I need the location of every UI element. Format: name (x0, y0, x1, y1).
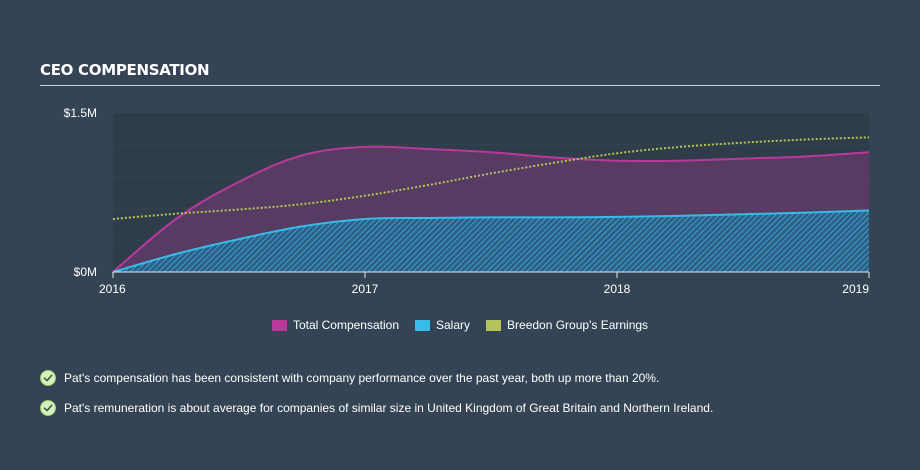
x-tick-label: 2016 (99, 282, 126, 296)
y-tick-label: $1.5M (64, 106, 97, 120)
x-tick-label: 2019 (842, 282, 869, 296)
legend-item-salary[interactable]: Salary (415, 318, 470, 332)
note-text: Pat's compensation has been consistent w… (64, 371, 660, 385)
salary-area (113, 210, 869, 272)
note-consistency: Pat's compensation has been consistent w… (40, 370, 659, 386)
legend-label-salary: Salary (436, 318, 471, 332)
title-divider (40, 85, 880, 86)
section-title: CEO COMPENSATION (40, 61, 210, 79)
legend-swatch-total-compensation (271, 319, 287, 331)
legend-item-total-compensation[interactable]: Total Compensation (271, 318, 399, 332)
legend-swatch-salary (415, 319, 430, 331)
salary-line (112, 209, 870, 273)
legend-label-total-compensation: Total Compensation (292, 318, 399, 332)
total-compensation-line (112, 145, 870, 273)
earnings-line (112, 136, 870, 220)
legend-label-earnings: Breedon Group's Earnings (507, 318, 649, 332)
legend-swatch-earnings (486, 319, 502, 331)
x-tick-label: 2017 (352, 282, 379, 296)
check-circle-icon (40, 400, 56, 416)
note-text: Pat's remuneration is about average for … (64, 401, 714, 415)
y-tick-label: $0M (74, 265, 97, 279)
ceo-compensation-chart: 2016 2017 2018 2019 $0M $1.5M (64, 106, 870, 296)
check-circle-icon (40, 370, 56, 386)
chart-legend: Total Compensation Salary Breedon Group'… (0, 318, 920, 332)
note-remuneration: Pat's remuneration is about average for … (40, 400, 713, 416)
legend-item-earnings[interactable]: Breedon Group's Earnings (486, 318, 648, 332)
x-tick-label: 2018 (604, 282, 631, 296)
